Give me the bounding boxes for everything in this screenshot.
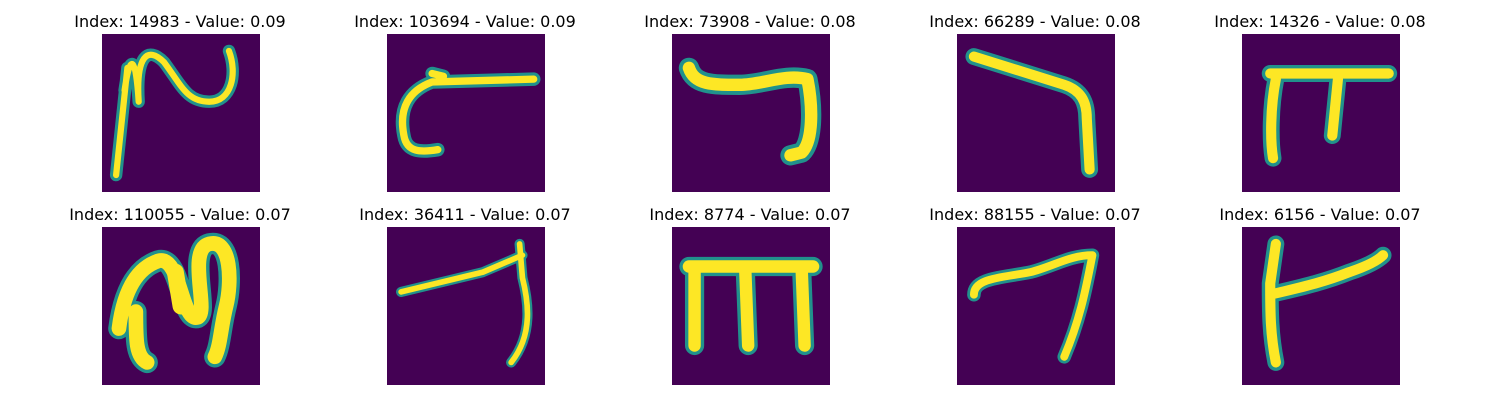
digit-image [102, 34, 260, 192]
image-title: Index: 14326 - Value: 0.08 [1214, 12, 1426, 31]
image-title: Index: 6156 - Value: 0.07 [1219, 205, 1421, 224]
digit-image [102, 227, 260, 385]
image-title: Index: 8774 - Value: 0.07 [649, 205, 851, 224]
digit-image [957, 34, 1115, 192]
image-title: Index: 36411 - Value: 0.07 [359, 205, 571, 224]
digit-image [387, 227, 545, 385]
digit-image [387, 34, 545, 192]
digit-image [672, 34, 830, 192]
image-title: Index: 73908 - Value: 0.08 [644, 12, 856, 31]
image-title: Index: 14983 - Value: 0.09 [74, 12, 286, 31]
image-title: Index: 66289 - Value: 0.08 [929, 12, 1141, 31]
image-title: Index: 103694 - Value: 0.09 [354, 12, 576, 31]
image-title: Index: 110055 - Value: 0.07 [69, 205, 291, 224]
digit-image [1242, 227, 1400, 385]
digit-image [957, 227, 1115, 385]
digit-image [1242, 34, 1400, 192]
digit-image [672, 227, 830, 385]
image-title: Index: 88155 - Value: 0.07 [929, 205, 1141, 224]
